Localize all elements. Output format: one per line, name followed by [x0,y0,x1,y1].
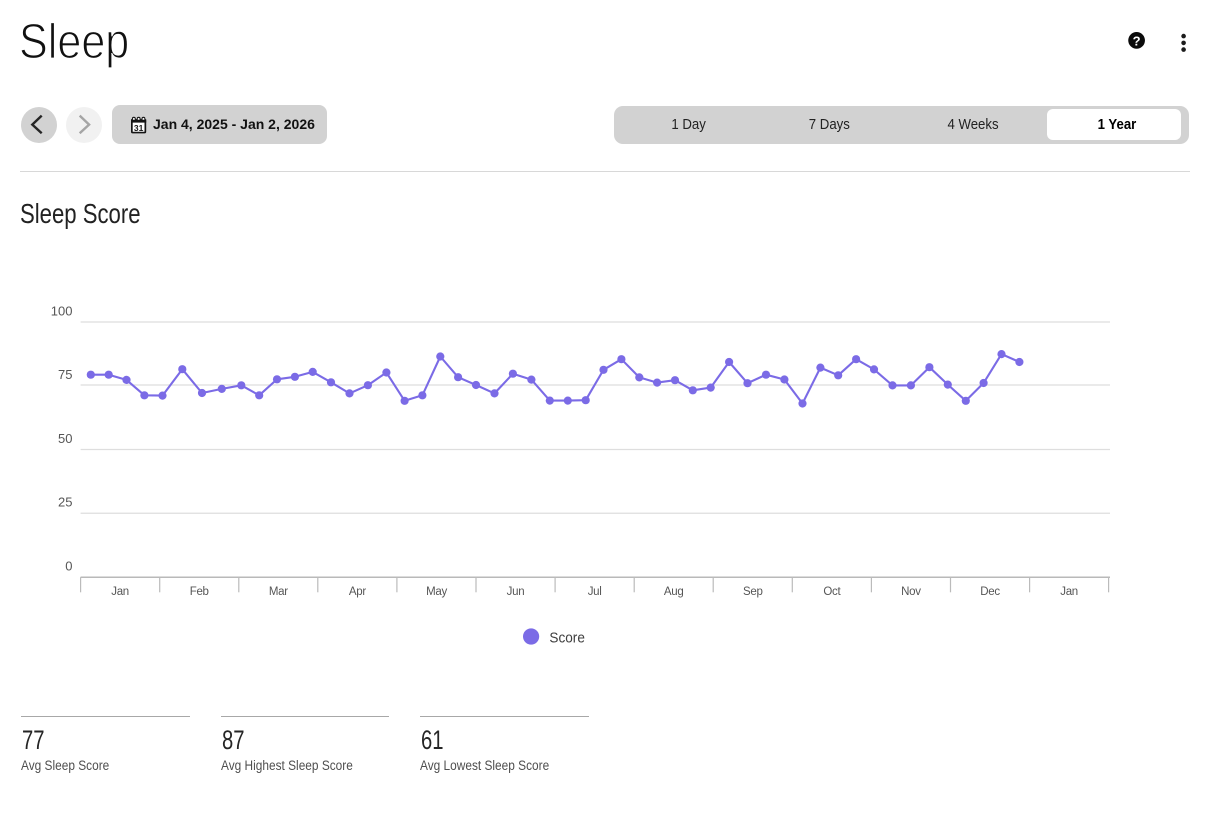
svg-text:50: 50 [58,431,72,446]
svg-text:75: 75 [58,367,72,382]
svg-text:100: 100 [51,303,73,318]
svg-text:Jan: Jan [1060,586,1078,598]
svg-text:Mar: Mar [269,586,288,598]
svg-text:Jul: Jul [588,586,602,598]
svg-text:?: ? [1133,33,1141,48]
svg-text:Nov: Nov [901,586,921,598]
svg-text:Jan: Jan [111,586,129,598]
svg-text:0: 0 [65,558,72,573]
svg-text:Feb: Feb [190,586,209,598]
svg-text:25: 25 [58,495,72,510]
svg-text:31: 31 [134,123,144,133]
svg-text:Score: Score [549,629,585,646]
svg-text:May: May [426,586,447,598]
svg-text:Jun: Jun [507,586,525,598]
svg-text:Apr: Apr [349,586,366,598]
svg-text:Sep: Sep [743,586,763,598]
svg-text:Aug: Aug [664,586,684,598]
svg-text:Dec: Dec [980,586,1000,598]
svg-text:Oct: Oct [823,586,841,598]
